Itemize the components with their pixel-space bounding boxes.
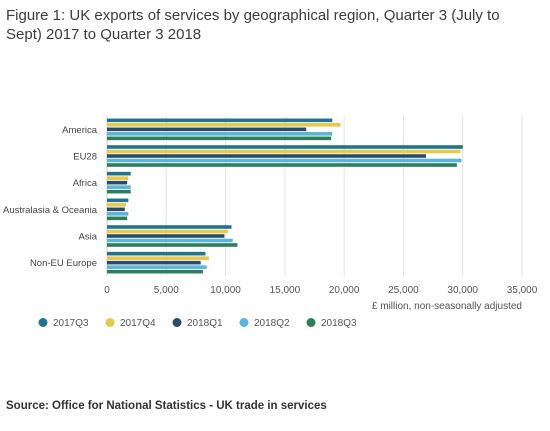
bar-2017Q4 bbox=[107, 203, 126, 207]
category-label: Australasia & Oceania bbox=[3, 205, 98, 216]
bar-2018Q3 bbox=[107, 243, 238, 247]
bar-2017Q3 bbox=[107, 171, 131, 176]
x-tick-label: 35,000 bbox=[507, 285, 538, 296]
x-axis-label: £ million, non-seasonally adjusted bbox=[372, 301, 522, 312]
legend-item: 2018Q3 bbox=[306, 318, 357, 329]
x-tick-label: 10,000 bbox=[210, 285, 241, 296]
bar-2018Q1 bbox=[107, 207, 125, 212]
legend-swatch bbox=[306, 318, 316, 327]
legend-label: 2018Q2 bbox=[254, 318, 290, 329]
legend-label: 2018Q3 bbox=[321, 318, 357, 329]
category-labels: America EU28 Africa Australasia & Oceania As… bbox=[3, 125, 98, 269]
bar-2018Q1 bbox=[107, 180, 128, 185]
bar-2018Q3 bbox=[107, 269, 204, 274]
category-label: Africa bbox=[73, 178, 98, 189]
legend-label: 2017Q4 bbox=[120, 318, 156, 329]
legend: 2017Q3 2017Q4 2018Q1 2018Q2 2018Q3 bbox=[38, 318, 357, 329]
bar-2017Q4 bbox=[107, 149, 461, 154]
chart-title: Figure 1: UK exports of services by geog… bbox=[6, 7, 500, 43]
legend-label: 2018Q1 bbox=[187, 318, 223, 329]
legend-item: 2017Q3 bbox=[38, 318, 89, 329]
bar-2017Q3 bbox=[107, 198, 129, 203]
bar-2018Q3 bbox=[107, 136, 332, 141]
category-label: EU28 bbox=[73, 152, 97, 163]
x-tick-label: 0 bbox=[104, 285, 110, 296]
bar-2018Q2 bbox=[107, 212, 129, 216]
bar-2017Q4 bbox=[107, 123, 341, 127]
x-tick-label: 30,000 bbox=[447, 285, 478, 296]
bar-2017Q4 bbox=[107, 256, 209, 260]
x-tick-label: 5,000 bbox=[154, 285, 179, 296]
legend-label: 2017Q3 bbox=[53, 318, 89, 329]
legend-swatch bbox=[239, 318, 249, 327]
bars bbox=[107, 118, 463, 274]
bar-2018Q3 bbox=[107, 189, 131, 194]
bar-2018Q3 bbox=[107, 163, 457, 167]
x-tick-label: 20,000 bbox=[329, 285, 360, 296]
x-tick-labels: 0 5,000 10,000 15,000 20,000 25,000 30,000 35,0… bbox=[104, 285, 538, 296]
bar-2018Q1 bbox=[107, 127, 307, 132]
bar-2018Q1 bbox=[107, 234, 225, 238]
bar-2017Q3 bbox=[107, 145, 463, 149]
bar-2018Q2 bbox=[107, 238, 233, 243]
grid-lines bbox=[106, 116, 523, 276]
bar-2018Q2 bbox=[107, 132, 333, 136]
bar-2018Q2 bbox=[107, 185, 131, 189]
bar-2018Q2 bbox=[107, 265, 207, 269]
bar-2017Q4 bbox=[107, 229, 228, 234]
bar-2018Q1 bbox=[107, 154, 426, 158]
bar-2017Q3 bbox=[107, 225, 232, 229]
legend-item: 2018Q2 bbox=[239, 318, 290, 329]
legend-swatch bbox=[172, 318, 182, 327]
x-tick-label: 15,000 bbox=[270, 285, 301, 296]
bar-2018Q1 bbox=[107, 260, 201, 265]
bar-2017Q3 bbox=[107, 118, 333, 123]
bar-2017Q4 bbox=[107, 176, 129, 180]
category-label: Asia bbox=[79, 232, 98, 243]
legend-item: 2017Q4 bbox=[105, 318, 156, 329]
category-label: Non-EU Europe bbox=[30, 258, 97, 269]
bar-2018Q2 bbox=[107, 158, 462, 163]
x-tick-label: 25,000 bbox=[388, 285, 419, 296]
category-label: America bbox=[62, 125, 98, 136]
legend-item: 2018Q1 bbox=[172, 318, 223, 329]
bar-2018Q3 bbox=[107, 216, 128, 221]
bar-2017Q3 bbox=[107, 251, 206, 256]
legend-swatch bbox=[105, 318, 115, 327]
legend-swatch bbox=[38, 318, 48, 327]
source-note: Source: Office for National Statistics -… bbox=[6, 400, 327, 412]
